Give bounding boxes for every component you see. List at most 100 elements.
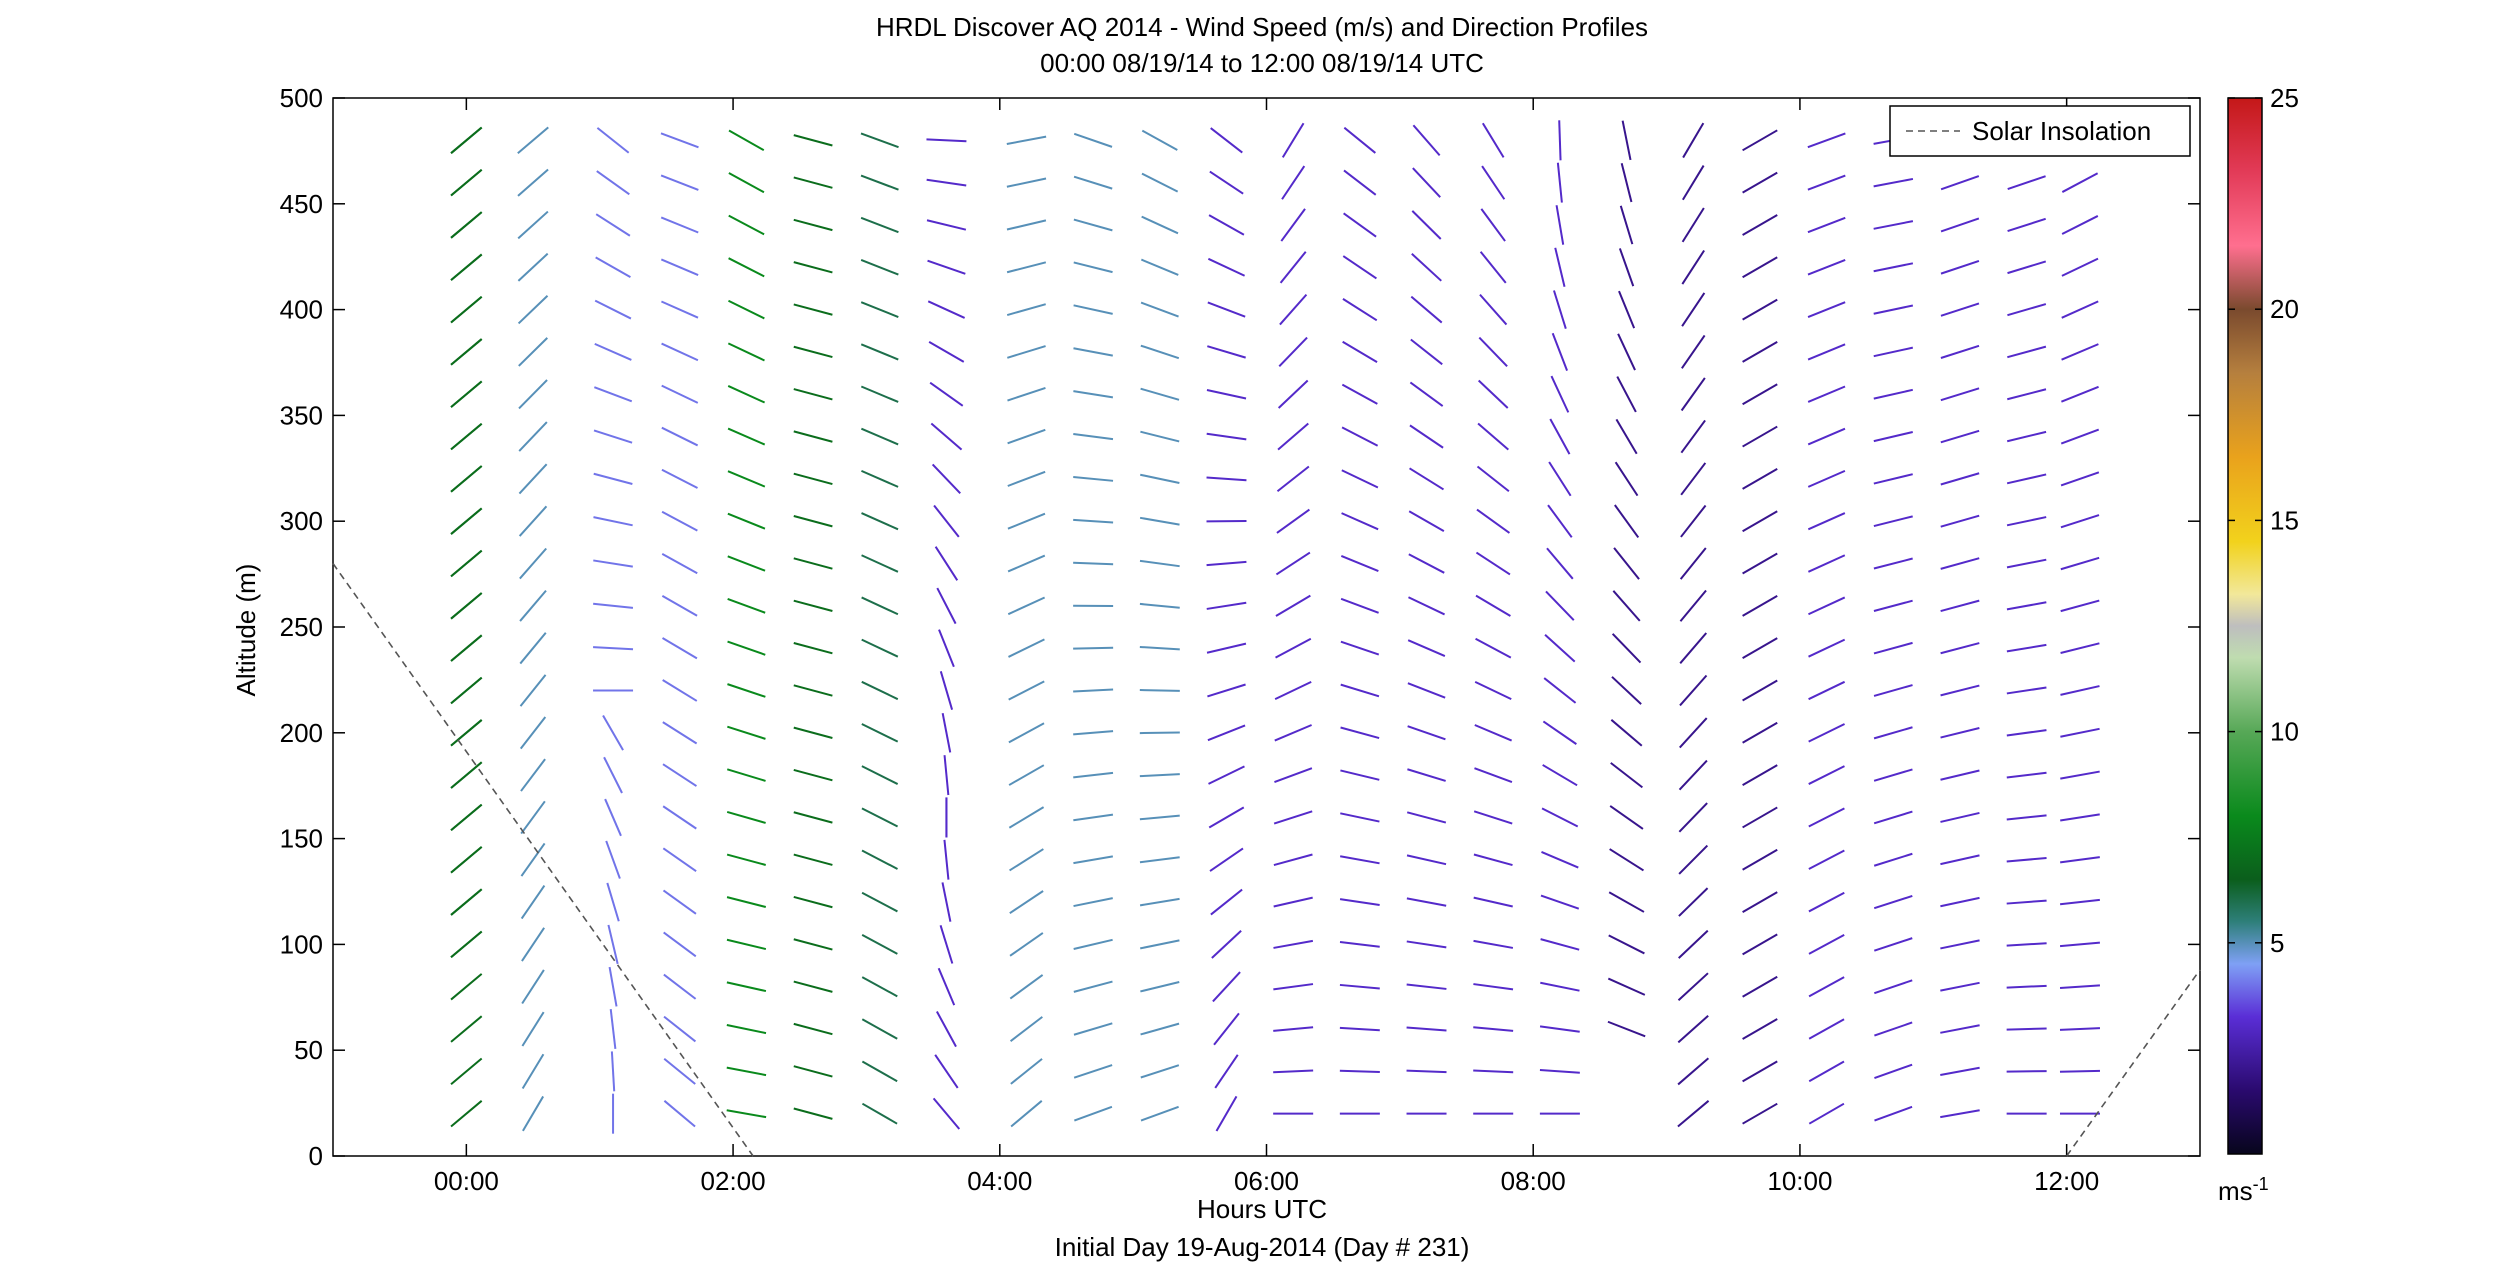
wind-vector xyxy=(1139,559,1180,568)
wind-vector xyxy=(1678,887,1709,917)
wind-vector xyxy=(605,840,621,879)
wind-vector xyxy=(1407,682,1446,699)
wind-vector xyxy=(1742,721,1778,744)
wind-vector xyxy=(1808,638,1846,658)
wind-vector xyxy=(1408,553,1445,574)
wind-vector xyxy=(1607,977,1646,996)
wind-vector xyxy=(1742,1018,1778,1040)
wind-vector xyxy=(2060,770,2100,780)
wind-vector xyxy=(1073,390,1114,399)
wind-vector xyxy=(1873,937,1913,952)
wind-vector xyxy=(1619,205,1634,245)
wind-vector xyxy=(1680,504,1707,538)
wind-vector xyxy=(1473,853,1513,867)
wind-vector xyxy=(1742,891,1778,913)
wind-vector xyxy=(1073,347,1113,357)
wind-vector xyxy=(1873,852,1913,867)
wind-vector xyxy=(1273,1069,1314,1074)
wind-vector xyxy=(1006,135,1047,145)
wind-vector xyxy=(1475,551,1511,576)
wind-vector xyxy=(1940,175,1980,191)
wind-vector xyxy=(1140,1022,1180,1036)
wind-vector xyxy=(932,1097,961,1130)
wind-vector xyxy=(596,170,630,196)
wind-vector xyxy=(727,555,766,572)
wind-vector xyxy=(1009,1016,1043,1042)
wind-vector xyxy=(1339,855,1380,865)
wind-vector xyxy=(2060,471,2100,487)
wind-vector xyxy=(861,596,899,616)
wind-vector xyxy=(450,761,483,789)
wind-vector xyxy=(1873,220,1914,230)
wind-vector xyxy=(1550,375,1570,413)
wind-vector xyxy=(1808,1102,1845,1125)
wind-vector xyxy=(2059,941,2100,948)
wind-vector xyxy=(727,470,766,488)
wind-vector xyxy=(1073,1022,1113,1036)
wind-vector xyxy=(520,758,546,792)
wind-vector xyxy=(519,674,547,707)
wind-vector xyxy=(1009,932,1044,957)
wind-vector xyxy=(1873,726,1913,740)
wind-vector xyxy=(1549,418,1571,455)
legend-box xyxy=(1889,105,2191,157)
wind-vector xyxy=(793,938,833,951)
wind-vector xyxy=(1277,422,1309,451)
wind-vector xyxy=(1141,129,1178,151)
wind-vector xyxy=(1681,207,1705,243)
wind-vector xyxy=(1141,215,1179,235)
wind-vector xyxy=(1940,344,1980,359)
wind-vector xyxy=(1677,1057,1710,1086)
wind-vector xyxy=(1006,177,1047,188)
wind-vector xyxy=(593,646,634,651)
wind-vector xyxy=(1006,261,1047,274)
wind-vector xyxy=(1677,1014,1709,1044)
wind-vector xyxy=(1140,344,1180,360)
wind-vector xyxy=(1073,855,1114,865)
wind-vector xyxy=(1680,377,1706,412)
wind-vector xyxy=(1742,341,1778,363)
wind-vector xyxy=(1073,771,1114,779)
wind-vector xyxy=(728,257,765,278)
wind-vector xyxy=(1274,767,1313,784)
wind-vector xyxy=(1207,724,1246,742)
wind-vector xyxy=(1409,424,1444,449)
x-tick-label: 10:00 xyxy=(1767,1166,1832,1196)
wind-vector xyxy=(1808,1060,1845,1083)
wind-vector xyxy=(1208,765,1245,785)
wind-vector xyxy=(1540,938,1580,951)
wind-vector xyxy=(1009,848,1044,872)
wind-vector xyxy=(1548,461,1572,497)
wind-vector xyxy=(726,768,766,782)
wind-vector xyxy=(1139,773,1180,778)
wind-vector xyxy=(728,129,765,152)
wind-vector xyxy=(1873,641,1913,655)
wind-vector xyxy=(1807,469,1846,488)
wind-vector xyxy=(2061,172,2099,193)
wind-vector xyxy=(1009,974,1044,1000)
wind-vector xyxy=(2061,300,2099,319)
wind-vector xyxy=(793,599,833,612)
wind-vector xyxy=(1007,512,1046,530)
wind-vector xyxy=(1680,462,1707,496)
wind-vector xyxy=(1139,645,1180,651)
wind-vector xyxy=(1873,810,1913,825)
wind-vector xyxy=(1610,762,1643,789)
colorbar-tick-label: 25 xyxy=(2270,83,2299,113)
wind-vector xyxy=(1140,1064,1180,1079)
y-tick-label: 500 xyxy=(280,83,323,113)
wind-vector xyxy=(1873,557,1913,570)
wind-vector xyxy=(450,549,483,578)
wind-vector xyxy=(1339,1069,1380,1073)
wind-vector xyxy=(1073,646,1114,650)
wind-vector xyxy=(1141,172,1179,193)
wind-vector xyxy=(521,927,545,962)
wind-vector xyxy=(1340,640,1380,656)
wind-vector xyxy=(861,723,899,743)
x-tick-label: 12:00 xyxy=(2034,1166,2099,1196)
wind-vector xyxy=(934,546,959,581)
wind-vector xyxy=(1808,1018,1845,1040)
wind-vector xyxy=(1208,806,1245,829)
wind-vector xyxy=(1808,723,1845,743)
